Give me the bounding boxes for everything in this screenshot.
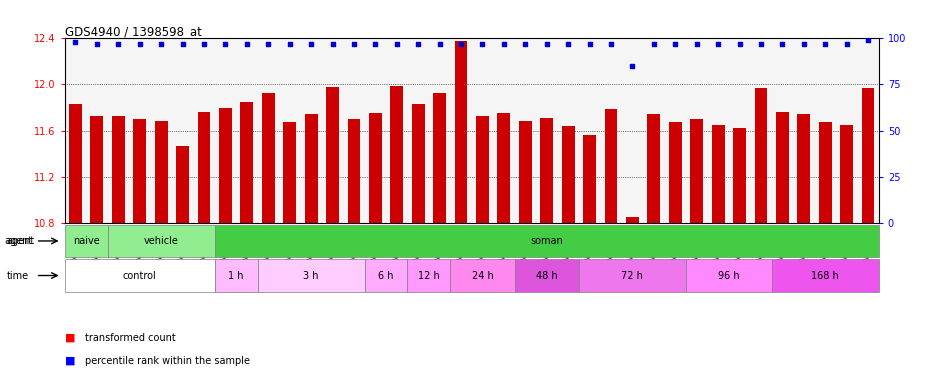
Point bbox=[175, 41, 190, 47]
Bar bbox=[262, 93, 275, 384]
Point bbox=[668, 41, 683, 47]
Point bbox=[582, 41, 597, 47]
Bar bbox=[476, 116, 489, 384]
Bar bbox=[776, 112, 789, 384]
Point bbox=[732, 41, 746, 47]
Point bbox=[154, 41, 168, 47]
Point bbox=[710, 41, 725, 47]
Point bbox=[197, 41, 212, 47]
Bar bbox=[69, 104, 82, 384]
Point bbox=[475, 41, 490, 47]
Bar bbox=[840, 125, 853, 384]
Point bbox=[625, 63, 640, 69]
Point bbox=[90, 41, 105, 47]
Bar bbox=[240, 102, 253, 384]
Text: control: control bbox=[123, 270, 156, 281]
Point bbox=[796, 41, 811, 47]
Bar bbox=[412, 104, 425, 384]
Text: 3 h: 3 h bbox=[303, 270, 319, 281]
Point bbox=[411, 41, 426, 47]
Point bbox=[818, 41, 833, 47]
Point bbox=[689, 41, 704, 47]
Bar bbox=[540, 118, 553, 384]
Point bbox=[368, 41, 383, 47]
Point bbox=[647, 41, 661, 47]
Text: ■: ■ bbox=[65, 356, 75, 366]
Bar bbox=[433, 93, 446, 384]
Point bbox=[839, 41, 854, 47]
Point bbox=[282, 41, 297, 47]
Text: vehicle: vehicle bbox=[143, 236, 179, 246]
Bar bbox=[583, 135, 596, 384]
Text: 48 h: 48 h bbox=[536, 270, 558, 281]
Bar bbox=[755, 88, 768, 384]
Bar bbox=[91, 116, 104, 384]
Bar bbox=[283, 122, 296, 384]
Point bbox=[497, 41, 512, 47]
Text: 12 h: 12 h bbox=[418, 270, 439, 281]
Bar bbox=[327, 87, 339, 384]
Text: 168 h: 168 h bbox=[811, 270, 839, 281]
Text: ■: ■ bbox=[65, 333, 75, 343]
Bar bbox=[861, 88, 874, 384]
Point bbox=[132, 41, 147, 47]
Point bbox=[240, 41, 254, 47]
Bar bbox=[711, 125, 724, 384]
Bar bbox=[605, 109, 617, 384]
Bar bbox=[390, 86, 403, 384]
Point bbox=[604, 41, 619, 47]
Point bbox=[347, 41, 362, 47]
Point bbox=[325, 41, 339, 47]
Bar bbox=[648, 114, 660, 384]
Point bbox=[111, 41, 126, 47]
Text: agent: agent bbox=[5, 236, 33, 246]
Text: 1 h: 1 h bbox=[228, 270, 244, 281]
Text: naive: naive bbox=[73, 236, 100, 246]
Bar bbox=[454, 41, 467, 384]
Bar bbox=[819, 122, 832, 384]
Bar bbox=[198, 112, 210, 384]
Point bbox=[754, 41, 769, 47]
Point bbox=[561, 41, 575, 47]
Point bbox=[539, 41, 554, 47]
Point bbox=[389, 41, 404, 47]
Point bbox=[775, 41, 790, 47]
Text: agent: agent bbox=[6, 236, 35, 246]
Point bbox=[261, 41, 276, 47]
Text: percentile rank within the sample: percentile rank within the sample bbox=[85, 356, 250, 366]
Text: GDS4940 / 1398598_at: GDS4940 / 1398598_at bbox=[65, 25, 202, 38]
Text: transformed count: transformed count bbox=[85, 333, 176, 343]
Text: 96 h: 96 h bbox=[718, 270, 740, 281]
Point bbox=[432, 41, 447, 47]
Point bbox=[518, 41, 533, 47]
Point bbox=[68, 39, 83, 45]
Bar bbox=[626, 217, 639, 384]
Bar bbox=[690, 119, 703, 384]
Text: 24 h: 24 h bbox=[472, 270, 493, 281]
Point bbox=[453, 41, 468, 47]
Text: 6 h: 6 h bbox=[378, 270, 394, 281]
Bar bbox=[112, 116, 125, 384]
Bar bbox=[348, 119, 361, 384]
Bar bbox=[154, 121, 167, 384]
Text: 72 h: 72 h bbox=[622, 270, 644, 281]
Bar bbox=[734, 128, 746, 384]
Point bbox=[303, 41, 318, 47]
Bar bbox=[797, 114, 810, 384]
Bar bbox=[176, 146, 189, 384]
Bar bbox=[304, 114, 317, 384]
Bar bbox=[133, 119, 146, 384]
Point bbox=[218, 41, 233, 47]
Bar bbox=[369, 113, 382, 384]
Text: time: time bbox=[6, 270, 29, 281]
Text: soman: soman bbox=[530, 236, 563, 246]
Bar bbox=[498, 113, 511, 384]
Bar bbox=[219, 108, 232, 384]
Bar bbox=[519, 121, 532, 384]
Bar bbox=[669, 122, 682, 384]
Bar bbox=[561, 126, 574, 384]
Point bbox=[860, 37, 875, 43]
